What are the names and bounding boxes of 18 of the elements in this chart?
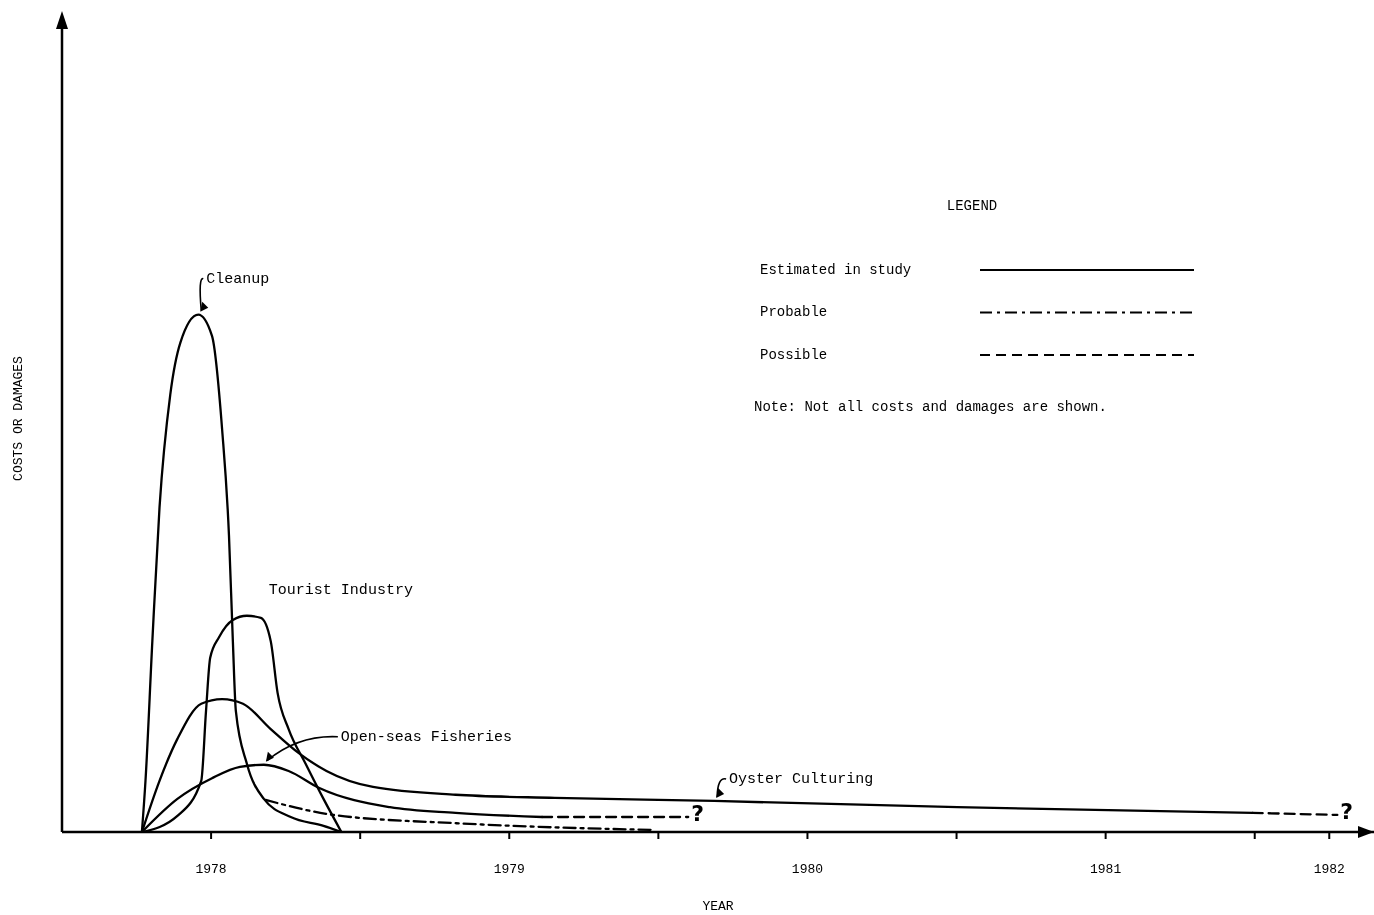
annotation: Possible	[760, 346, 828, 363]
annotation: ?	[1340, 798, 1354, 824]
legend-label: Oyster Culturing	[729, 770, 874, 788]
x-tick-label: 1979	[493, 862, 525, 877]
annotation: Note: Not all costs and damages are shown.	[754, 399, 1107, 416]
x-tick-label: 1980	[791, 862, 824, 877]
y-axis-title: COSTS OR DAMAGES	[11, 355, 26, 481]
annotation: Probable	[760, 304, 828, 321]
text: Estimated in study	[760, 261, 912, 278]
series-label: Cleanup	[206, 270, 270, 288]
series-label: Tourist Industry	[268, 581, 413, 599]
legend-title: LEGEND	[946, 198, 998, 214]
x-tick-label: 1981	[1090, 862, 1122, 877]
x-axis-title: YEAR	[702, 899, 734, 914]
text: Open-seas Fisheries	[340, 728, 512, 746]
annotation: ?	[691, 801, 704, 826]
x-tick-label: 1978	[195, 862, 227, 877]
x-tick-label: 1982	[1313, 862, 1345, 877]
